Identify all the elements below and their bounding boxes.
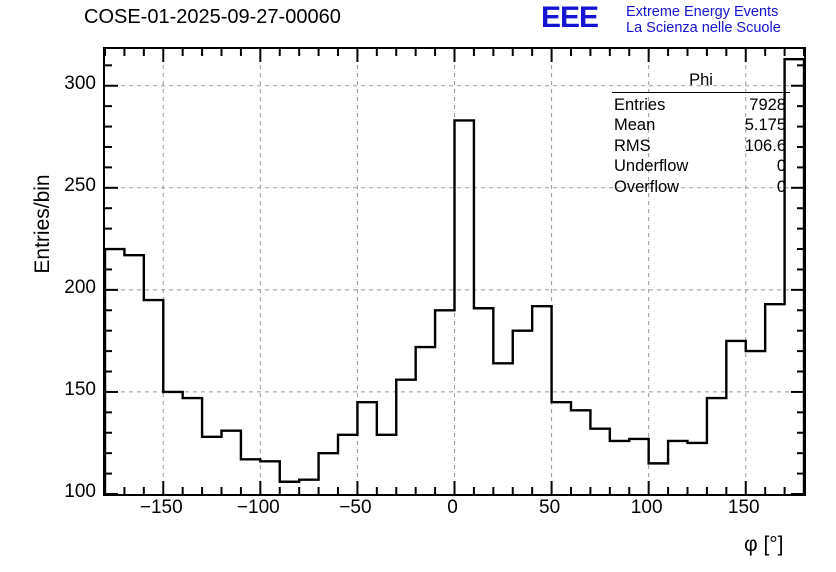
stats-row-label: Entries xyxy=(614,95,666,114)
x-axis-tick-labels: −150 −100 −50 0 50 100 150 xyxy=(0,497,836,527)
y-tick-label: 300 xyxy=(64,72,96,94)
plot-area xyxy=(105,49,804,494)
stats-row: Mean 5.175 xyxy=(612,115,790,136)
x-tick-label: −100 xyxy=(236,497,280,518)
stats-row-label: Underflow xyxy=(614,157,689,175)
eee-logo-text: Extreme Energy Events La Scienza nelle S… xyxy=(626,4,781,36)
axis-ticks xyxy=(104,49,805,495)
page-title: COSE-01-2025-09-27-00060 xyxy=(84,6,341,28)
y-axis-tick-labels: 100 150 200 250 300 xyxy=(0,47,96,502)
y-tick-label: 200 xyxy=(64,276,96,298)
stats-row: RMS 106.6 xyxy=(612,136,790,157)
eee-logo: EEE Extreme Energy Events La Scienza nel… xyxy=(541,2,836,38)
eee-logo-line1: Extreme Energy Events xyxy=(626,4,779,20)
stats-rows: Entries 7928 Mean 5.175 RMS 106.6 Underflow 0 Ov… xyxy=(612,95,790,198)
x-tick-label: 100 xyxy=(630,497,663,518)
stats-row-value: 106.6 xyxy=(744,136,786,155)
stats-row: Underflow 0 xyxy=(612,156,790,177)
stats-row-label: RMS xyxy=(614,136,651,155)
stats-divider xyxy=(612,91,790,93)
x-tick-label: 0 xyxy=(447,497,458,518)
y-tick-label: 100 xyxy=(64,481,96,502)
stats-box: Phi Entries 7928 Mean 5.175 RMS 106.6 Underflo… xyxy=(612,70,790,197)
stats-row-value: 7928 xyxy=(749,95,786,114)
stats-row-value: 0 xyxy=(776,177,786,196)
plot-frame xyxy=(103,47,806,496)
stats-row: Entries 7928 xyxy=(612,95,790,116)
stats-title: Phi xyxy=(689,71,713,89)
stats-row-value: 5.175 xyxy=(744,116,786,134)
stats-row-value: 0 xyxy=(776,157,786,175)
y-tick-label: 150 xyxy=(64,378,96,400)
x-tick-label: −150 xyxy=(139,497,183,518)
eee-logo-line2: La Scienza nelle Scuole xyxy=(626,20,781,36)
histogram-curve xyxy=(105,58,804,494)
stats-row: Overflow 0 xyxy=(612,177,790,198)
stats-row-label: Overflow xyxy=(614,177,680,196)
x-tick-label: −50 xyxy=(339,497,372,518)
y-tick-label: 250 xyxy=(64,174,96,196)
x-tick-label: 50 xyxy=(539,497,561,518)
x-tick-label: 150 xyxy=(727,497,760,518)
stats-row-label: Mean xyxy=(614,116,656,134)
eee-logo-mark: EEE xyxy=(541,1,599,34)
x-axis-title: φ [°] xyxy=(744,533,784,556)
